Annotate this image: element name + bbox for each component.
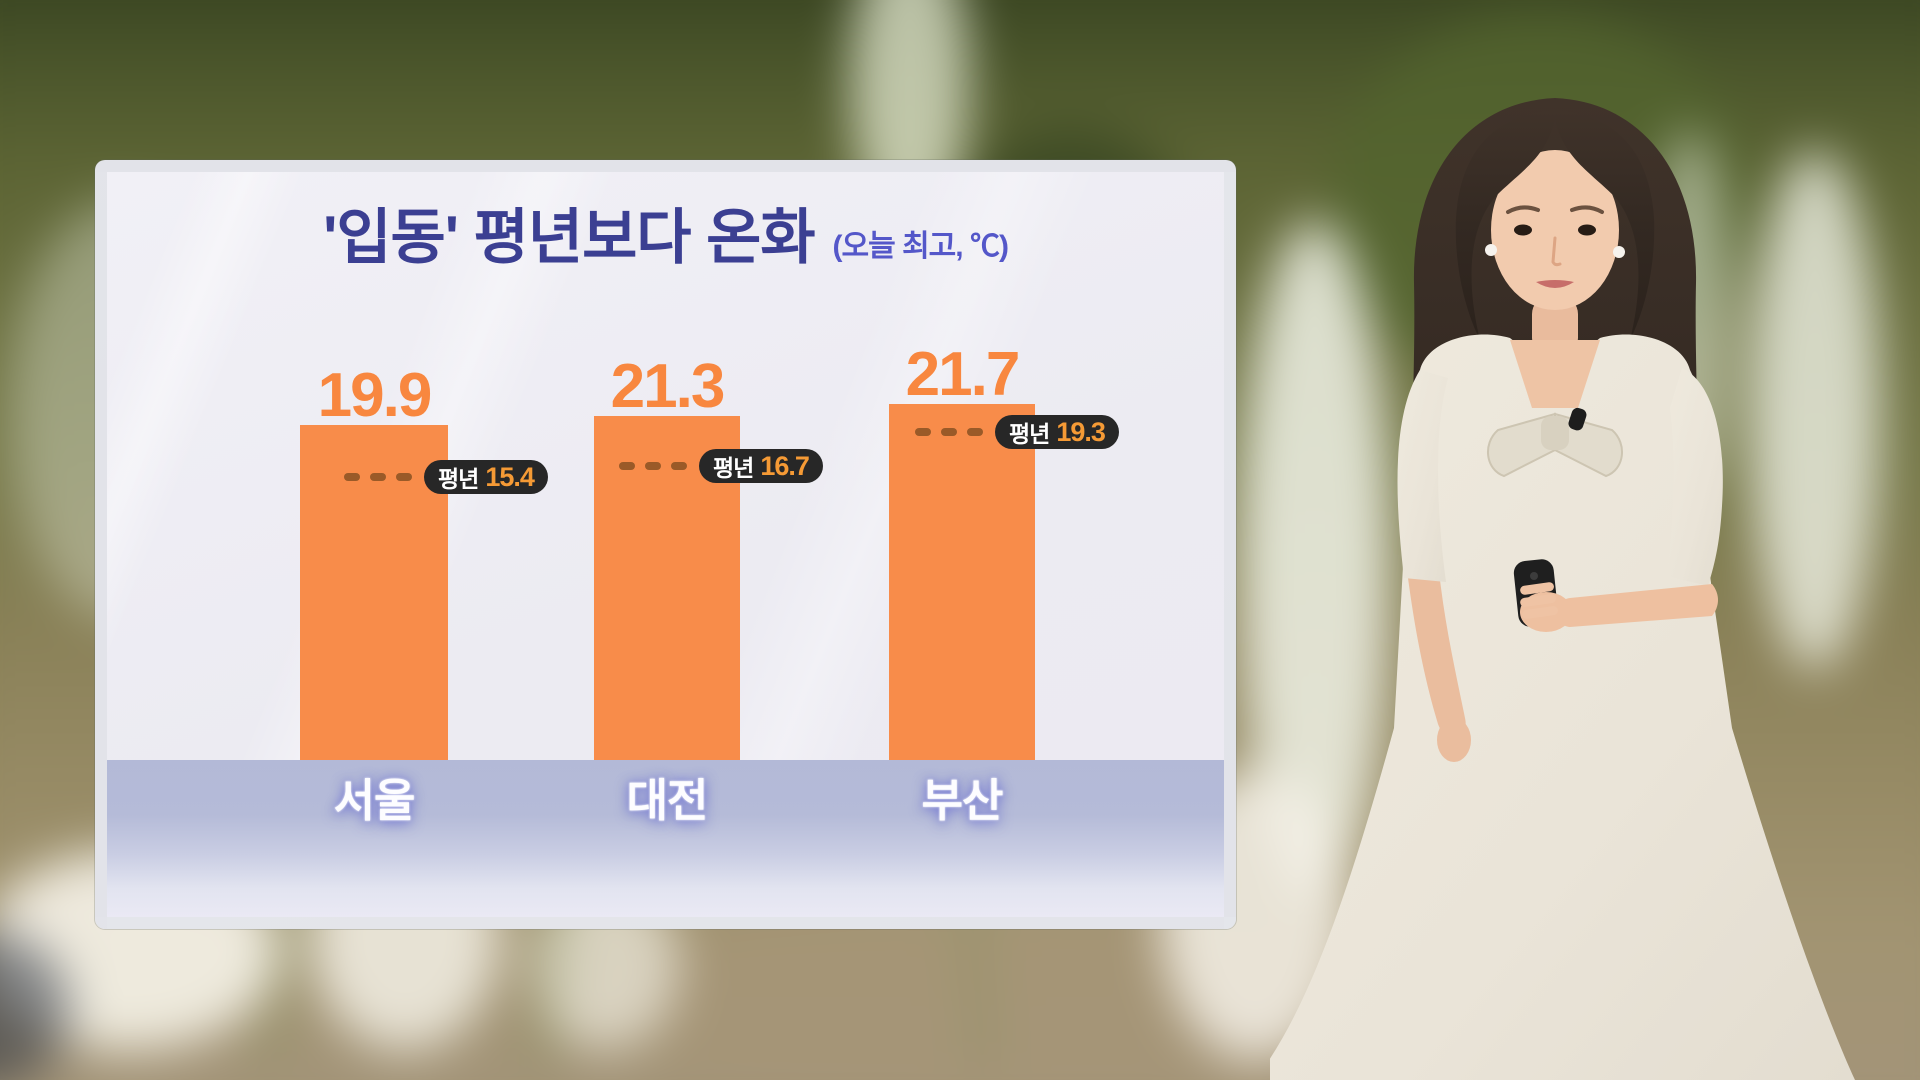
normal-label: 평년 — [438, 466, 479, 492]
weather-presenter — [1270, 98, 1855, 1080]
normal-temp-marker-busan: 평년 19.3 — [915, 415, 1119, 449]
forearm — [1408, 578, 1466, 738]
dash — [671, 462, 687, 470]
microphone-icon — [1568, 407, 1587, 431]
normal-temp-marker-seoul: 평년 15.4 — [344, 460, 548, 494]
normal-temp-marker-daejeon: 평년 16.7 — [619, 449, 823, 483]
normal-temp-value: 16.7 — [760, 450, 810, 481]
chart-subtitle: (오늘 최고, ℃) — [832, 230, 1009, 263]
nose — [1551, 236, 1562, 267]
high-temp-value-busan: 21.7 — [905, 340, 1021, 410]
pearl-earring — [1613, 246, 1625, 258]
eye — [1514, 224, 1532, 236]
remote-button — [1530, 572, 1538, 580]
eyebrow — [1570, 205, 1604, 214]
city-band: 서울 대전 부산 — [107, 760, 1224, 917]
dash — [344, 473, 360, 481]
pearl-earring — [1485, 244, 1497, 256]
hair-front-left — [1455, 110, 1557, 340]
bow-knot — [1541, 416, 1569, 450]
chart-area: '입동' 평년보다 온화 (오늘 최고, ℃) 19.9 21.3 21.7 평… — [107, 172, 1224, 917]
dash — [370, 473, 386, 481]
dash — [915, 428, 931, 436]
finger — [1520, 582, 1554, 595]
city-label-daejeon: 대전 — [626, 775, 709, 826]
normal-label: 평년 — [713, 455, 754, 481]
sleeve — [1666, 368, 1723, 586]
weather-chart-panel: '입동' 평년보다 온화 (오늘 최고, ℃) 19.9 21.3 21.7 평… — [95, 160, 1236, 929]
lips — [1536, 280, 1574, 288]
face — [1491, 150, 1619, 310]
sleeve — [1397, 370, 1448, 582]
dash — [396, 473, 412, 481]
normal-temp-pill: 평년 19.3 — [995, 415, 1119, 449]
eyebrow — [1506, 205, 1540, 214]
high-temp-value-seoul: 19.9 — [317, 361, 433, 431]
chart-header: '입동' 평년보다 온화 (오늘 최고, ℃) — [107, 208, 1224, 268]
finger — [1520, 594, 1556, 607]
high-temp-value-daejeon: 21.3 — [610, 352, 726, 422]
normal-label: 평년 — [1009, 421, 1050, 447]
normal-temp-value: 15.4 — [485, 461, 535, 492]
dress-bow — [1486, 412, 1556, 478]
neckline-skin — [1510, 340, 1600, 408]
hair-front-right — [1553, 110, 1655, 340]
hand — [1437, 718, 1471, 762]
pampas-plume — [1750, 150, 1880, 670]
dash — [619, 462, 635, 470]
forearm — [1557, 584, 1718, 627]
dash — [941, 428, 957, 436]
eye — [1578, 224, 1596, 236]
city-label-busan: 부산 — [921, 775, 1004, 826]
city-label-seoul: 서울 — [333, 775, 416, 826]
dash — [645, 462, 661, 470]
dress-bow — [1554, 412, 1624, 478]
finger — [1522, 606, 1558, 619]
normal-temp-value: 19.3 — [1056, 416, 1106, 447]
normal-temp-pill: 평년 15.4 — [424, 460, 548, 494]
normal-temp-pill: 평년 16.7 — [699, 449, 823, 483]
temp-bar-busan — [889, 404, 1035, 760]
chart-title: '입동' 평년보다 온화 — [323, 204, 815, 271]
dash — [967, 428, 983, 436]
